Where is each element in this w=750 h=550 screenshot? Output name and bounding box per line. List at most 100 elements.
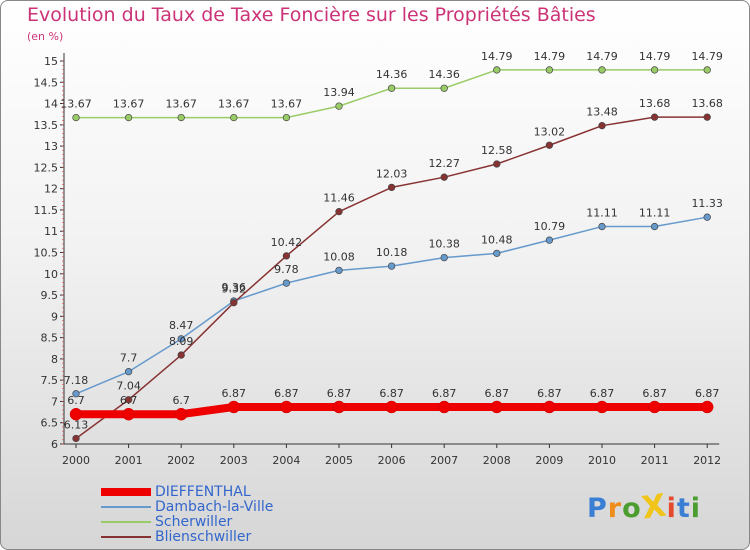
y-tick-label: 11.5: [34, 204, 59, 217]
data-point: [282, 113, 291, 122]
data-point: [72, 113, 80, 122]
x-tick-label: 2004: [272, 454, 300, 467]
data-label: 12.27: [428, 157, 460, 170]
y-tick-label: 9: [51, 310, 58, 323]
data-label: 14.79: [639, 50, 671, 63]
data-label: 8.09: [169, 335, 194, 348]
data-point: [227, 400, 241, 414]
data-label: 6.7: [172, 394, 190, 407]
data-point: [282, 252, 291, 260]
x-tick-label: 2003: [220, 454, 248, 467]
data-label: 6.87: [432, 387, 457, 400]
data-label: 14.36: [428, 68, 460, 81]
data-point: [545, 141, 554, 149]
data-label: 7.18: [64, 374, 89, 387]
data-point: [700, 400, 714, 414]
data-label: 10.48: [481, 233, 513, 246]
data-label: 11.11: [639, 207, 671, 220]
data-label: 14.79: [481, 50, 513, 63]
data-point: [177, 351, 185, 359]
series-line: [75, 216, 708, 395]
data-label: 10.18: [376, 246, 408, 259]
data-point: [595, 400, 609, 414]
data-point: [335, 207, 343, 216]
y-tick-label: 14.5: [34, 76, 59, 89]
data-point: [703, 113, 711, 121]
x-tick-label: 2007: [430, 454, 458, 467]
data-label: 14.36: [376, 68, 408, 81]
x-tick-label: 2008: [483, 454, 511, 467]
data-label: 13.67: [60, 98, 92, 111]
data-point: [703, 66, 711, 74]
x-tick-label: 2001: [115, 454, 143, 467]
legend-swatch: [101, 506, 151, 508]
legend-swatch: [101, 488, 151, 496]
proxiti-logo: ProXiti: [587, 487, 702, 527]
data-label: 10.42: [271, 236, 303, 249]
y-tick-label: 8.5: [41, 332, 59, 345]
y-tick-label: 6: [51, 438, 58, 451]
y-tick-label: 6.5: [41, 417, 59, 430]
data-label: 13.68: [691, 97, 723, 110]
data-label: 9.32: [222, 283, 247, 296]
y-tick-label: 9.5: [41, 289, 59, 302]
y-tick-label: 15: [44, 55, 58, 68]
y-tick-label: 13.5: [34, 119, 59, 132]
y-tick-label: 7: [51, 395, 58, 408]
data-point: [177, 113, 185, 122]
data-point: [650, 113, 659, 121]
x-tick-label: 2002: [167, 454, 195, 467]
data-label: 11.33: [691, 197, 723, 210]
data-label: 10.38: [428, 238, 460, 251]
data-label: 6.7: [120, 394, 138, 407]
data-point: [387, 183, 396, 192]
x-tick-label: 2010: [588, 454, 616, 467]
x-tick-label: 2006: [378, 454, 406, 467]
legend-label: DIEFFENTHAL: [155, 484, 251, 500]
data-point: [122, 407, 135, 421]
data-point: [440, 173, 448, 181]
data-point: [437, 400, 451, 414]
chart-title: Evolution du Taux de Taxe Foncière sur l…: [27, 4, 596, 26]
y-tick-label: 7.5: [41, 374, 59, 387]
data-label: 13.67: [165, 98, 197, 111]
data-point: [124, 396, 133, 404]
data-label: 13.48: [586, 106, 618, 119]
data-point: [72, 434, 80, 443]
x-tick-label: 2009: [535, 454, 563, 467]
data-label: 8.47: [169, 319, 194, 332]
data-label: 7.7: [120, 352, 138, 365]
data-label: 7.04: [116, 380, 141, 393]
data-point: [648, 400, 661, 414]
data-label: 10.08: [323, 250, 355, 263]
data-label: 12.03: [376, 167, 408, 180]
y-tick-label: 11: [44, 225, 58, 238]
data-label: 6.87: [695, 387, 720, 400]
data-label: 13.67: [113, 98, 145, 111]
data-point: [545, 236, 554, 244]
data-point: [598, 222, 606, 231]
data-label: 6.87: [222, 387, 247, 400]
y-tick-label: 12: [44, 183, 58, 196]
legend-label: Blienschwiller: [155, 529, 252, 545]
data-point: [72, 390, 80, 398]
data-point: [650, 66, 659, 74]
y-tick-label: 14: [44, 98, 58, 111]
legend-label: Dambach-la-Ville: [155, 499, 274, 515]
legend-swatch: [101, 536, 151, 538]
data-label: 6.87: [274, 387, 299, 400]
data-point: [440, 253, 448, 262]
data-point: [280, 400, 293, 414]
data-label: 11.11: [586, 207, 618, 220]
y-tick-label: 12.5: [34, 161, 59, 174]
data-label: 9.36: [222, 281, 247, 294]
chart-subtitle: (en %): [27, 30, 64, 43]
data-point: [124, 368, 133, 376]
data-label: 6.87: [537, 387, 562, 400]
data-point: [230, 113, 238, 122]
data-point: [703, 213, 711, 221]
data-point: [440, 84, 448, 92]
data-point: [493, 66, 501, 74]
